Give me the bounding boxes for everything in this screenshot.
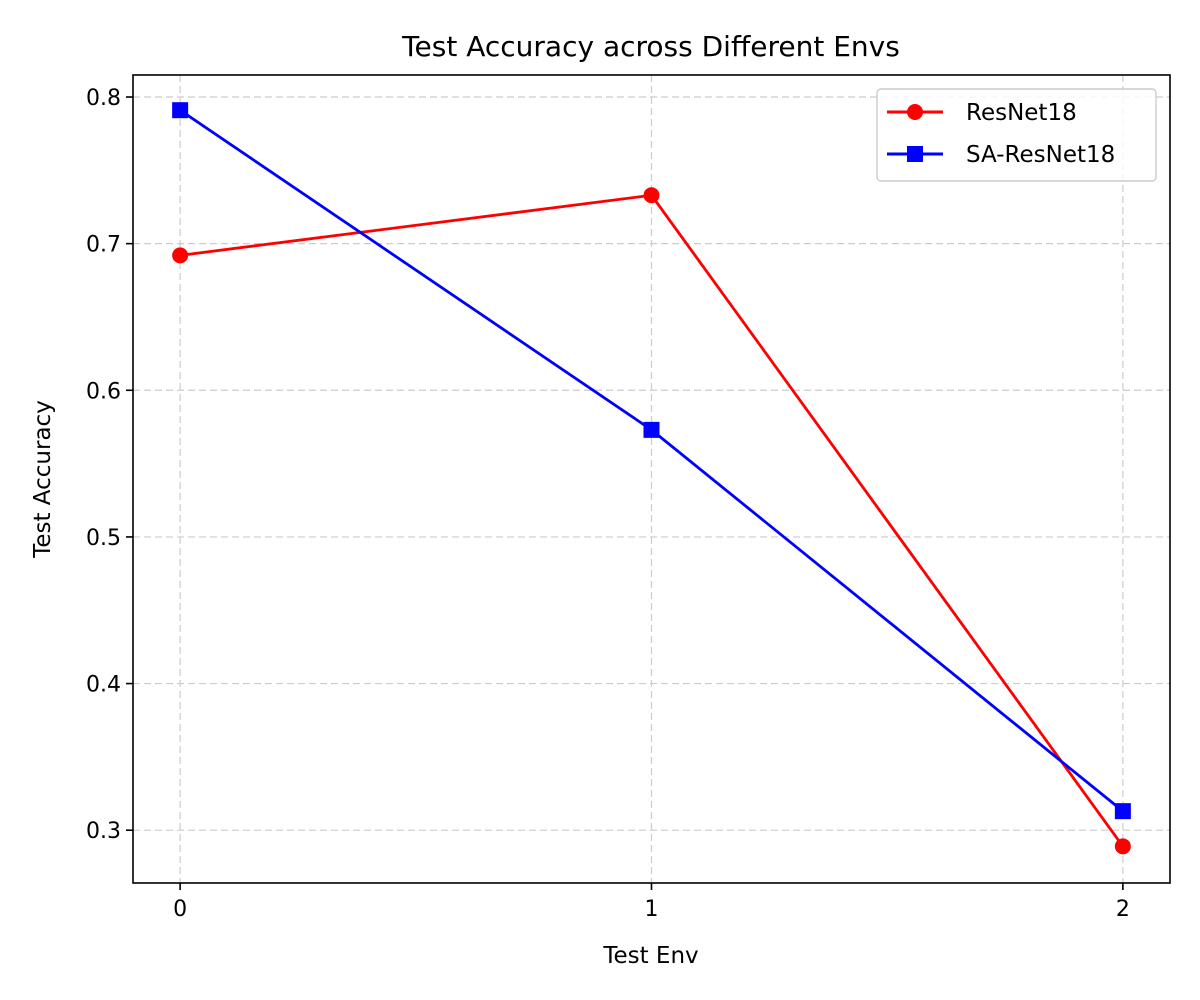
x-axis-label: Test Env	[602, 943, 698, 969]
y-tick-label: 0.7	[86, 233, 121, 258]
legend: ResNet18 SA-ResNet18	[876, 88, 1157, 182]
y-tick-label: 0.8	[86, 86, 121, 111]
data-point-resnet18	[172, 247, 189, 264]
chart-title: Test Accuracy across Different Envs	[401, 30, 900, 63]
data-point-sa-resnet18	[1114, 803, 1131, 820]
legend-label-sa-resnet18: SA-ResNet18	[966, 142, 1115, 168]
x-tick-label: 0	[173, 897, 187, 922]
legend-entry-sa-resnet18: SA-ResNet18	[887, 142, 1115, 168]
data-point-sa-resnet18	[172, 102, 189, 119]
y-axis-label: Test Accuracy	[30, 400, 56, 559]
ticks: 0 1 2 0.3 0.4 0.5 0.6 0.7 0.8	[86, 86, 1130, 922]
data-point-resnet18	[1114, 838, 1131, 855]
data-point-sa-resnet18	[643, 421, 660, 438]
series-layer	[172, 102, 1131, 855]
y-tick-label: 0.4	[86, 673, 121, 698]
y-tick-label: 0.6	[86, 379, 121, 404]
legend-marker-resnet18	[907, 104, 923, 120]
legend-entry-resnet18: ResNet18	[887, 100, 1077, 126]
legend-box	[876, 88, 1157, 182]
x-tick-label: 1	[645, 897, 659, 922]
legend-marker-sa-resnet18	[907, 146, 923, 162]
y-tick-label: 0.5	[86, 526, 121, 551]
y-tick-label: 0.3	[86, 819, 121, 844]
legend-label-resnet18: ResNet18	[966, 100, 1077, 126]
data-point-resnet18	[643, 187, 660, 204]
x-tick-label: 2	[1116, 897, 1130, 922]
